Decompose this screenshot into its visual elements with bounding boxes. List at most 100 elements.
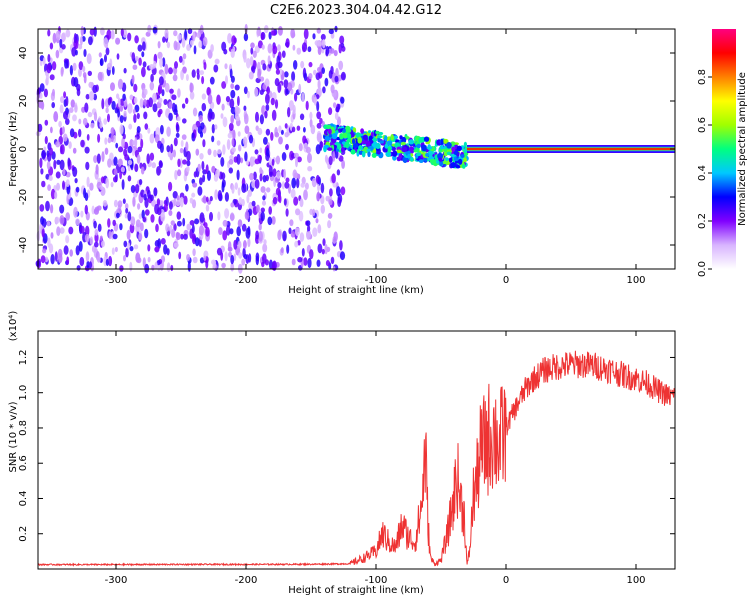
heatmap-cell — [213, 64, 219, 73]
heatmap-cell — [94, 206, 100, 212]
heatmap-cell — [316, 111, 322, 120]
heatmap-cell — [262, 195, 266, 201]
heatmap-cell — [129, 246, 134, 252]
heatmap-cell — [384, 143, 389, 149]
heatmap-cell — [416, 143, 421, 149]
heatmap-cell — [203, 255, 207, 261]
heatmap-cell — [148, 97, 153, 108]
heatmap-cell — [207, 111, 213, 122]
heatmap-cell — [230, 114, 234, 124]
heatmap-cell — [336, 143, 342, 150]
heatmap-cell — [114, 246, 118, 253]
heatmap-cell — [104, 137, 108, 145]
heatmap-cell — [75, 245, 80, 256]
heatmap-cell — [258, 230, 263, 242]
heatmap-cell — [110, 29, 115, 40]
heatmap-cell — [462, 164, 466, 169]
heatmap-cell — [130, 185, 136, 193]
heatmap-cell — [107, 137, 112, 144]
heatmap-cell — [133, 244, 139, 250]
heatmap-cell — [65, 179, 70, 188]
heatmap-cell — [201, 93, 207, 100]
heatmap-cell — [61, 126, 65, 134]
heatmap-cell — [157, 51, 163, 60]
heatmap-cell — [191, 192, 196, 198]
heatmap-cell — [166, 126, 171, 137]
heatmap-cell — [160, 212, 166, 222]
heatmap-cell — [41, 180, 46, 188]
heatmap-cell — [268, 206, 273, 215]
heatmap-cell — [45, 173, 50, 180]
heatmap-cell — [104, 147, 109, 155]
heatmap-cell — [345, 128, 352, 133]
heatmap-cell — [60, 96, 65, 104]
heatmap-cell — [355, 132, 361, 138]
heatmap-cell — [280, 247, 284, 254]
heatmap-cell — [307, 230, 311, 238]
heatmap-cell — [141, 209, 145, 219]
heatmap-cell — [230, 48, 235, 58]
heatmap-cell — [65, 235, 70, 244]
y-tick-label: -40 — [18, 237, 29, 253]
heatmap-cell — [105, 177, 110, 189]
heatmap-cell — [182, 217, 186, 227]
heatmap-cell — [73, 206, 78, 218]
heatmap-cell — [158, 97, 163, 104]
heatmap-cell — [321, 248, 325, 255]
heatmap-cell — [278, 136, 283, 145]
heatmap-cell — [108, 231, 112, 240]
heatmap-cell — [209, 211, 213, 222]
heatmap-cell — [199, 212, 205, 223]
heatmap-cell — [134, 137, 138, 148]
heatmap-cell — [53, 159, 57, 170]
heatmap-cell — [99, 185, 103, 190]
heatmap-cell — [265, 104, 270, 111]
heatmap-cell — [290, 188, 296, 199]
heatmap-cell — [172, 149, 176, 158]
heatmap-cell — [110, 181, 114, 188]
heatmap-cell — [86, 260, 90, 269]
heatmap-cell — [122, 198, 126, 204]
heatmap-cell — [157, 110, 161, 118]
heatmap-cell — [321, 67, 326, 74]
heatmap-cell — [180, 233, 184, 240]
heatmap-cell — [156, 260, 161, 266]
heatmap-cell — [40, 216, 45, 225]
heatmap-cell — [222, 219, 228, 227]
heatmap-cell — [72, 114, 77, 122]
heatmap-cell — [270, 97, 275, 106]
heatmap-cell — [286, 244, 290, 254]
heatmap-cell — [56, 182, 60, 191]
heatmap-cell — [205, 196, 209, 203]
heatmap-cell — [455, 164, 461, 169]
heatmap-cell — [97, 256, 101, 263]
heatmap-cell — [250, 42, 255, 49]
heatmap-cell — [199, 257, 205, 264]
heatmap-cell — [69, 249, 73, 257]
heatmap-cell — [84, 192, 89, 201]
heatmap-cell — [85, 161, 90, 171]
heatmap-cell — [207, 170, 211, 181]
heatmap-cell — [78, 61, 84, 71]
heatmap-cell — [133, 113, 137, 123]
heatmap-cell — [51, 61, 57, 71]
heatmap-cell — [107, 97, 111, 106]
heatmap-cell — [283, 79, 289, 89]
heatmap-cell — [55, 30, 61, 41]
heatmap-cell — [259, 167, 263, 174]
heatmap-cell — [229, 228, 234, 235]
heatmap-cell — [165, 223, 170, 232]
heatmap-cell — [305, 146, 311, 154]
heatmap-cell — [304, 182, 309, 190]
heatmap-cell — [86, 176, 90, 188]
heatmap-cell — [231, 35, 237, 46]
heatmap-cell — [84, 102, 89, 113]
heatmap-cell — [183, 233, 188, 240]
heatmap-cell — [291, 258, 296, 266]
heatmap-cell — [37, 123, 43, 133]
heatmap-cell — [108, 255, 113, 267]
heatmap-cell — [425, 153, 430, 157]
heatmap-cell — [166, 41, 171, 49]
heatmap-cell — [64, 59, 69, 69]
heatmap-cell — [196, 68, 200, 75]
